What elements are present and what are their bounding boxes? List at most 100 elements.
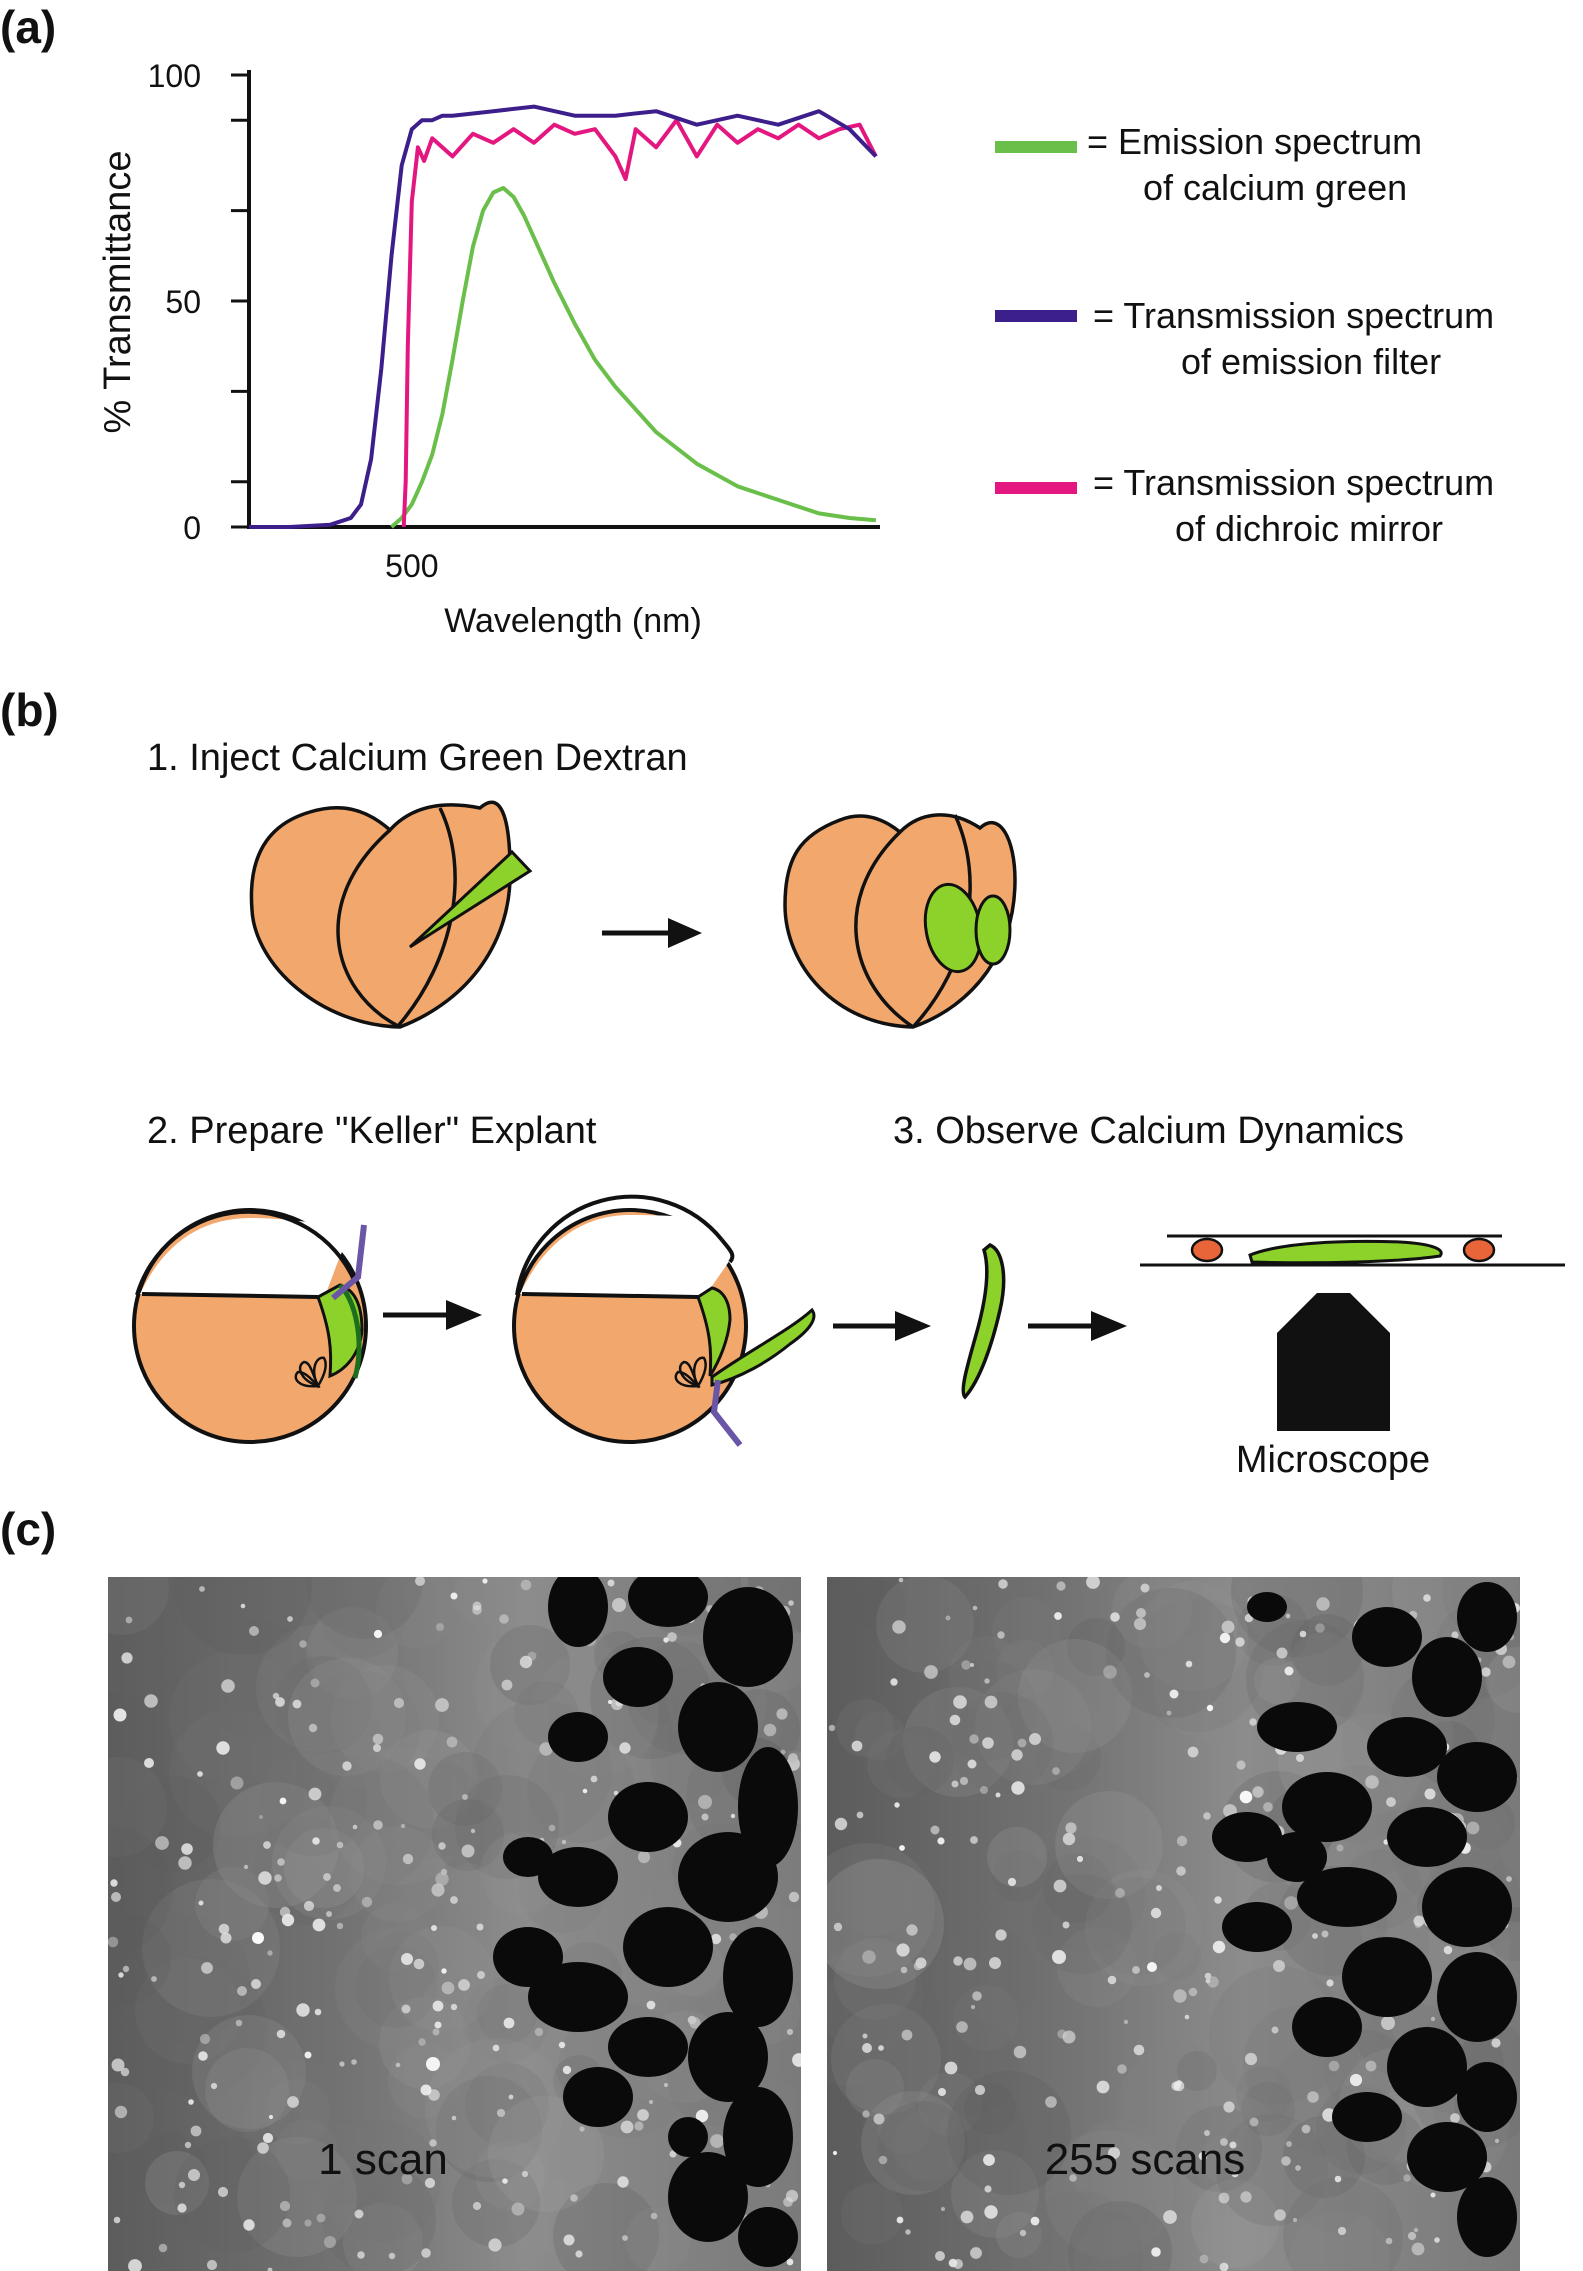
- bright-speckle: [935, 2251, 945, 2261]
- series-line-dichroic: [401, 118, 878, 528]
- bright-speckle: [763, 1723, 777, 1737]
- bright-speckle: [461, 1844, 475, 1858]
- bright-speckle: [1203, 1812, 1211, 1820]
- bright-speckle: [450, 1592, 458, 1600]
- bright-speckle: [432, 2028, 440, 2036]
- bright-speckle: [426, 2057, 440, 2071]
- dark-region: [1407, 2122, 1487, 2192]
- texture-patch: [361, 1903, 429, 1971]
- bright-speckle: [424, 2177, 436, 2189]
- texture-patch: [1018, 1639, 1132, 1753]
- bright-speckle: [984, 1695, 998, 1709]
- bright-speckle: [1423, 1594, 1431, 1602]
- bright-speckle: [1334, 2175, 1342, 2183]
- bright-speckle: [1169, 1689, 1179, 1699]
- texture-patch: [108, 1757, 167, 1857]
- bright-speckle: [905, 2229, 911, 2235]
- bright-speckle: [833, 1922, 843, 1932]
- bright-speckle: [287, 2096, 299, 2108]
- bright-speckle: [296, 2003, 310, 2017]
- bright-speckle: [388, 2252, 396, 2260]
- bright-speckle: [519, 1655, 533, 1669]
- bright-speckle: [275, 1697, 285, 1707]
- bright-speckle: [450, 2003, 458, 2011]
- bright-speckle: [1502, 1655, 1516, 1669]
- bright-speckle: [144, 1694, 158, 1708]
- texture-patch: [253, 1817, 361, 1925]
- bright-speckle: [534, 2027, 544, 2037]
- texture-patch: [1204, 2215, 1258, 2269]
- bright-speckle: [373, 1629, 383, 1639]
- texture-patch: [861, 2091, 965, 2195]
- texture-patch: [1043, 1853, 1113, 1923]
- bright-speckle: [450, 1896, 458, 1904]
- bright-speckle: [1029, 1733, 1041, 1745]
- bright-speckle: [125, 1616, 133, 1624]
- bright-speckle: [1096, 2080, 1110, 2094]
- texture-patch: [428, 1752, 502, 1826]
- bright-speckle: [730, 1813, 736, 1819]
- texture-patch: [376, 1577, 456, 1648]
- texture-patch: [1117, 2043, 1251, 2177]
- texture-patch: [918, 2072, 982, 2136]
- bright-speckle: [216, 1741, 230, 1755]
- bright-speckle: [441, 1968, 447, 1974]
- bright-speckle: [144, 1758, 154, 1768]
- bright-speckle: [434, 2021, 442, 2029]
- bright-speckle: [472, 2201, 482, 2211]
- bright-speckle: [1273, 1960, 1285, 1972]
- bright-speckle: [1307, 2091, 1319, 2103]
- bright-speckle: [1316, 1597, 1330, 1611]
- bright-speckle: [828, 1724, 836, 1732]
- bright-speckle: [834, 1817, 848, 1831]
- bright-speckle: [373, 1744, 381, 1752]
- bright-speckle: [151, 1976, 157, 1982]
- bright-speckle: [372, 1733, 384, 1745]
- bright-speckle: [612, 1598, 626, 1612]
- dark-region: [738, 2207, 798, 2267]
- bright-speckle: [279, 1906, 291, 1918]
- bright-speckle: [1107, 1975, 1117, 1985]
- legend-label-filter-1: = Transmission spectrum: [1093, 295, 1494, 336]
- dark-region: [688, 2012, 768, 2102]
- bright-speckle: [989, 1957, 1001, 1969]
- dark-region: [1292, 1997, 1362, 2057]
- bright-speckle: [862, 2043, 872, 2053]
- y-ticks: [231, 73, 249, 529]
- bright-speckle: [1218, 2192, 1230, 2204]
- bright-speckle: [1385, 2237, 1393, 2245]
- arrow-inject: [602, 918, 702, 948]
- bright-speckle: [562, 2065, 572, 2075]
- bright-speckle: [415, 1577, 425, 1586]
- texture-patch: [1057, 1927, 1137, 2007]
- y-tick-label: 0: [183, 510, 201, 546]
- dark-region: [538, 1847, 618, 1907]
- bright-speckle: [969, 1734, 979, 1744]
- bright-speckle: [558, 2041, 566, 2049]
- bright-speckle: [941, 2207, 945, 2211]
- texture-patch: [108, 1825, 173, 1955]
- microscope-label: Microscope: [1236, 1439, 1430, 1480]
- series-line-emission: [390, 186, 877, 529]
- bright-speckle: [184, 2141, 192, 2149]
- texture-patch: [996, 1640, 1054, 1698]
- texture-patch: [827, 1941, 924, 2051]
- bright-speckle: [617, 2176, 629, 2188]
- gastrula-explant-peeled: [512, 1194, 816, 1447]
- texture-patch: [947, 2071, 1071, 2195]
- texture-patch: [1138, 1581, 1248, 1691]
- bright-speckle: [667, 1632, 677, 1642]
- bright-speckle: [217, 2186, 229, 2198]
- bright-speckle: [1383, 1839, 1389, 1845]
- texture-patch: [1153, 1932, 1201, 1980]
- bright-speckle: [178, 1856, 192, 1870]
- bright-speckle: [1328, 2060, 1340, 2072]
- bright-speckle: [1206, 1704, 1214, 1712]
- texture-patch: [1088, 1877, 1186, 1975]
- cutting-blade-1: [331, 1224, 367, 1301]
- bright-speckle: [400, 1823, 406, 1829]
- dark-region: [668, 2152, 748, 2242]
- bright-speckle: [1176, 1835, 1188, 1847]
- texture-patch: [122, 1915, 250, 2043]
- bright-speckle: [111, 1892, 121, 1902]
